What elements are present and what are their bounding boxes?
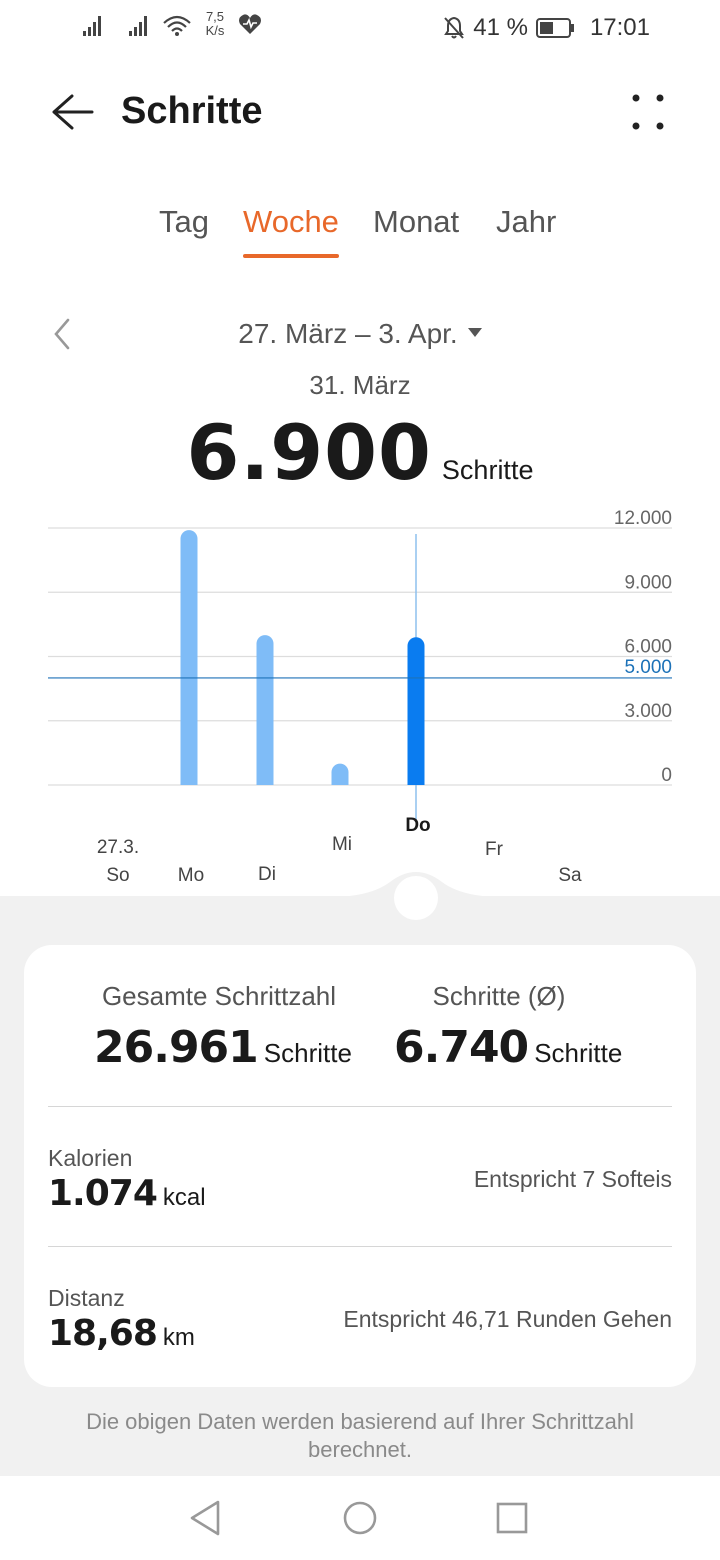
total-steps-value: 26.961: [94, 1022, 259, 1073]
back-button[interactable]: [44, 86, 100, 138]
selected-steps-value: 6.900: [186, 408, 432, 497]
wifi-icon: [163, 15, 191, 36]
footnote: Die obigen Daten werden basierend auf Ih…: [86, 1409, 634, 1462]
total-steps-label: Gesamte Schrittzahl: [101, 981, 337, 1011]
bar: [256, 635, 274, 785]
nav-recents-button[interactable]: [490, 1496, 534, 1540]
network-speed-value: 7,5: [205, 9, 225, 24]
x-category-label: Fr: [485, 839, 504, 860]
signal-icon: [129, 16, 147, 36]
drag-handle[interactable]: [394, 876, 438, 920]
selected-date: 31. März: [309, 370, 411, 400]
battery-percent: 41 %: [473, 14, 528, 41]
chevron-left-icon: [54, 318, 70, 350]
total-steps-unit: Schritte: [263, 1038, 352, 1068]
previous-period-button[interactable]: [46, 316, 82, 352]
x-category-label: Sa: [558, 865, 582, 886]
more-dots-icon: [632, 94, 664, 130]
tab-tag[interactable]: Tag: [159, 204, 209, 239]
x-category-label: Di: [258, 864, 276, 885]
average-steps-unit: Schritte: [534, 1038, 623, 1068]
page-title: Schritte: [121, 90, 263, 132]
x-category-label: Mo: [178, 865, 204, 886]
nav-home-icon: [343, 1501, 377, 1535]
nav-home-button[interactable]: [338, 1496, 382, 1540]
total-steps-stat: Gesamte Schrittzahl 26.961 Schritte: [94, 981, 352, 1073]
tab-monat[interactable]: Monat: [373, 204, 460, 239]
divider: [48, 1246, 672, 1247]
signal-icon: [83, 16, 101, 36]
battery-icon: [535, 18, 574, 38]
nav-back-icon: [190, 1500, 220, 1536]
calories-unit: kcal: [162, 1184, 206, 1211]
status-bar-left: 7,5 K/s: [82, 10, 262, 38]
distance-equivalent: Entspricht 46,71 Runden Gehen: [343, 1306, 672, 1332]
period-range: 27. März – 3. Apr.: [238, 318, 458, 349]
more-options-button[interactable]: [620, 86, 676, 138]
network-speed-unit: K/s: [205, 23, 225, 38]
selected-steps: 6.900 Schritte: [0, 408, 720, 497]
y-tick-label: 6.000: [624, 637, 672, 658]
status-bar-right: 41 % 17:01: [443, 14, 650, 42]
caret-down-icon: [467, 328, 482, 338]
nav-recents-icon: [496, 1502, 528, 1534]
y-tick-label: 12.000: [614, 508, 672, 529]
period-tabs: Tag Woche Monat Jahr: [0, 204, 720, 264]
x-category-label: Do: [405, 815, 430, 836]
health-heart-icon: [239, 14, 261, 34]
bell-off-icon: [444, 16, 465, 39]
bar: [180, 530, 198, 785]
app-header: Schritte: [0, 70, 720, 154]
y-tick-label: 3.000: [624, 701, 672, 722]
goal-label: 5.000: [624, 657, 672, 678]
x-date-label: 27.3.: [97, 837, 139, 858]
bar: [331, 763, 349, 785]
x-category-label: So: [106, 865, 129, 886]
summary-card: Gesamte Schrittzahl 26.961 Schritte Schri…: [24, 945, 696, 1387]
calories-equivalent: Entspricht 7 Softeis: [473, 1166, 672, 1192]
period-selector[interactable]: 27. März – 3. Apr.: [0, 318, 720, 350]
bar-selected: [407, 637, 425, 785]
status-bar: 7,5 K/s 41 % 17:01: [0, 0, 720, 56]
network-speed: 7,5 K/s: [202, 10, 228, 38]
tab-jahr[interactable]: Jahr: [496, 204, 557, 239]
distance-value: 18,68: [48, 1313, 158, 1354]
clock: 17:01: [589, 14, 650, 41]
calories-label: Kalorien: [48, 1145, 133, 1171]
distance-unit: km: [162, 1324, 195, 1351]
distance-label: Distanz: [48, 1285, 125, 1311]
system-navigation-bar: [0, 1476, 720, 1560]
y-tick-label: 0: [661, 765, 672, 786]
tab-woche[interactable]: Woche: [243, 204, 339, 258]
selected-steps-unit: Schritte: [441, 455, 534, 485]
y-tick-label: 9.000: [624, 572, 672, 593]
steps-bar-chart[interactable]: 12.000 9.000 6.000 3.000 0 5.000 So Mo Di Mi Do Fr S…: [0, 500, 720, 900]
average-steps-label: Schritte (Ø): [432, 981, 566, 1011]
divider: [48, 1106, 672, 1107]
nav-back-button[interactable]: [184, 1496, 228, 1540]
x-category-label: Mi: [332, 834, 352, 855]
back-arrow-icon: [52, 94, 94, 130]
average-steps-value: 6.740: [394, 1022, 529, 1073]
average-steps-stat: Schritte (Ø) 6.740 Schritte: [394, 981, 622, 1073]
calories-value: 1.074: [48, 1173, 158, 1214]
